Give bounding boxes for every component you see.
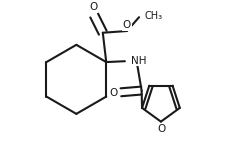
Text: O: O <box>109 88 118 98</box>
Text: CH₃: CH₃ <box>144 11 162 21</box>
Text: O: O <box>123 21 131 30</box>
Text: O: O <box>158 124 166 134</box>
Text: NH: NH <box>131 56 146 65</box>
Text: O: O <box>89 2 98 12</box>
